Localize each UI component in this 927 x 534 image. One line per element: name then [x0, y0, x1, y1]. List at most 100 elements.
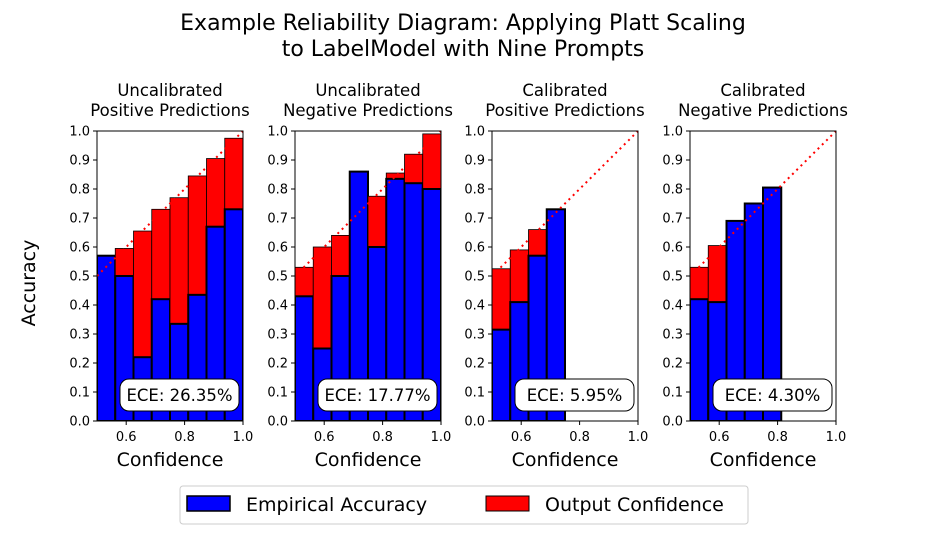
y-tick-label: 0.3	[267, 328, 288, 343]
panel-4: 0.0 0.1 0.2 0.3 0.4 0.5 0.6 0.7 0.8 0.9 1.0 0.6 0.8 1…	[662, 81, 848, 471]
y-tick-label: 0.1	[69, 386, 90, 401]
y-tick-label: 0.9	[267, 154, 288, 169]
y-tick-label: 0.0	[267, 415, 288, 430]
y-tick-label: 0.5	[267, 270, 288, 285]
accuracy-bar	[223, 208, 243, 421]
panels: 0.0 0.1 0.2 0.3 0.4 0.5 0.6 0.7 0.8 0.9 1.0 0.6 0.8 1…	[69, 81, 848, 471]
y-tick-label: 0.4	[662, 299, 683, 314]
y-tick-label: 0.1	[267, 386, 288, 401]
y-tick-label: 0.8	[662, 183, 683, 198]
x-tick-label: 1.0	[431, 430, 452, 445]
y-tick-label: 0.6	[267, 241, 288, 256]
diagonal-line	[295, 131, 441, 277]
y-tick-label: 0.5	[464, 270, 485, 285]
x-tick-label: 0.6	[314, 430, 335, 445]
figure-ylabel: Accuracy	[18, 240, 40, 327]
ece-label: ECE: 5.95%	[527, 386, 623, 405]
legend-swatch-output-confidence	[485, 495, 530, 512]
plot-area	[97, 131, 243, 421]
legend: Empirical Accuracy Output Confidence	[179, 485, 749, 525]
ece-label: ECE: 26.35%	[126, 386, 232, 405]
y-tick-label: 0.9	[464, 154, 485, 169]
y-tick-label: 0.0	[69, 415, 90, 430]
x-axis-label: Confidence	[512, 449, 619, 471]
x-tick-label: 0.6	[511, 430, 532, 445]
panel-title-line2: Negative Predictions	[283, 101, 453, 120]
panel-title-line1: Uncalibrated	[117, 81, 222, 100]
x-axis-label: Confidence	[117, 449, 224, 471]
legend-swatch-empirical-accuracy	[186, 495, 231, 512]
x-tick-label: 0.8	[569, 430, 590, 445]
y-tick-label: 0.7	[662, 212, 683, 227]
y-tick-label: 0.2	[69, 357, 90, 372]
legend-label-output-confidence: Output Confidence	[545, 494, 724, 516]
panel-title-line2: Positive Predictions	[485, 101, 644, 120]
ece-box: ECE: 5.95%	[514, 378, 635, 412]
y-tick-label: 0.5	[662, 270, 683, 285]
legend-frame	[179, 485, 749, 525]
diagonal-line	[690, 131, 836, 277]
y-tick-label: 0.7	[69, 212, 90, 227]
x-tick-label: 1.0	[826, 430, 847, 445]
ece-box-frame	[317, 378, 438, 412]
ece-box-frame	[119, 378, 240, 412]
y-tick-label: 0.2	[662, 357, 683, 372]
x-tick-label: 0.8	[372, 430, 393, 445]
y-tick-label: 1.0	[464, 125, 485, 140]
legend-label-empirical-accuracy: Empirical Accuracy	[246, 494, 427, 516]
plot-area	[295, 131, 441, 421]
y-tick-label: 1.0	[69, 125, 90, 140]
y-tick-label: 0.1	[464, 386, 485, 401]
accuracy-bar	[492, 328, 512, 421]
y-tick-label: 0.0	[662, 415, 683, 430]
y-tick-label: 0.8	[69, 183, 90, 198]
plot-area	[492, 131, 638, 421]
y-tick-label: 0.7	[267, 212, 288, 227]
accuracy-bar	[295, 295, 315, 421]
y-tick-label: 0.2	[267, 357, 288, 372]
y-tick-label: 0.4	[267, 299, 288, 314]
panel-1: 0.0 0.1 0.2 0.3 0.4 0.5 0.6 0.7 0.8 0.9 1.0 0.6 0.8 1…	[69, 81, 253, 471]
y-tick-label: 0.8	[267, 183, 288, 198]
plot-area	[690, 131, 836, 421]
accuracy-bar	[97, 254, 117, 421]
accuracy-bar	[421, 188, 441, 421]
y-tick-label: 0.6	[464, 241, 485, 256]
y-tick-label: 0.9	[69, 154, 90, 169]
diagonal-line	[97, 131, 243, 277]
x-tick-label: 1.0	[628, 430, 649, 445]
figure-title-line2: to LabelModel with Nine Prompts	[282, 37, 645, 62]
ece-box-frame	[514, 378, 635, 412]
ece-label: ECE: 17.77%	[324, 386, 430, 405]
accuracy-bar	[545, 208, 566, 421]
y-tick-label: 0.3	[662, 328, 683, 343]
y-tick-label: 0.4	[464, 299, 485, 314]
x-tick-label: 0.8	[174, 430, 195, 445]
y-tick-label: 1.0	[267, 125, 288, 140]
panel-3: 0.0 0.1 0.2 0.3 0.4 0.5 0.6 0.7 0.8 0.9 1.0 0.6 0.8 1…	[464, 81, 648, 471]
y-tick-label: 0.6	[69, 241, 90, 256]
x-axis-label: Confidence	[710, 449, 817, 471]
y-tick-label: 0.2	[464, 357, 485, 372]
ece-label: ECE: 4.30%	[725, 386, 821, 405]
x-tick-label: 0.8	[767, 430, 788, 445]
panel-title-line2: Negative Predictions	[678, 101, 848, 120]
ece-box-frame	[712, 378, 833, 412]
diagonal-line	[492, 131, 638, 277]
x-tick-label: 0.6	[116, 430, 137, 445]
panel-2: 0.0 0.1 0.2 0.3 0.4 0.5 0.6 0.7 0.8 0.9 1.0 0.6 0.8 1…	[267, 81, 453, 471]
panel-title-line1: Calibrated	[522, 81, 607, 100]
y-tick-label: 0.8	[464, 183, 485, 198]
y-tick-label: 0.6	[662, 241, 683, 256]
y-tick-label: 0.0	[464, 415, 485, 430]
y-tick-label: 0.3	[464, 328, 485, 343]
ece-box: ECE: 4.30%	[712, 378, 833, 412]
x-tick-label: 1.0	[233, 430, 254, 445]
figure-title-line1: Example Reliability Diagram: Applying Pl…	[180, 11, 746, 36]
panel-title-line1: Calibrated	[720, 81, 805, 100]
y-tick-label: 0.4	[69, 299, 90, 314]
x-axis-label: Confidence	[315, 449, 422, 471]
accuracy-bar	[690, 298, 710, 421]
y-tick-label: 1.0	[662, 125, 683, 140]
